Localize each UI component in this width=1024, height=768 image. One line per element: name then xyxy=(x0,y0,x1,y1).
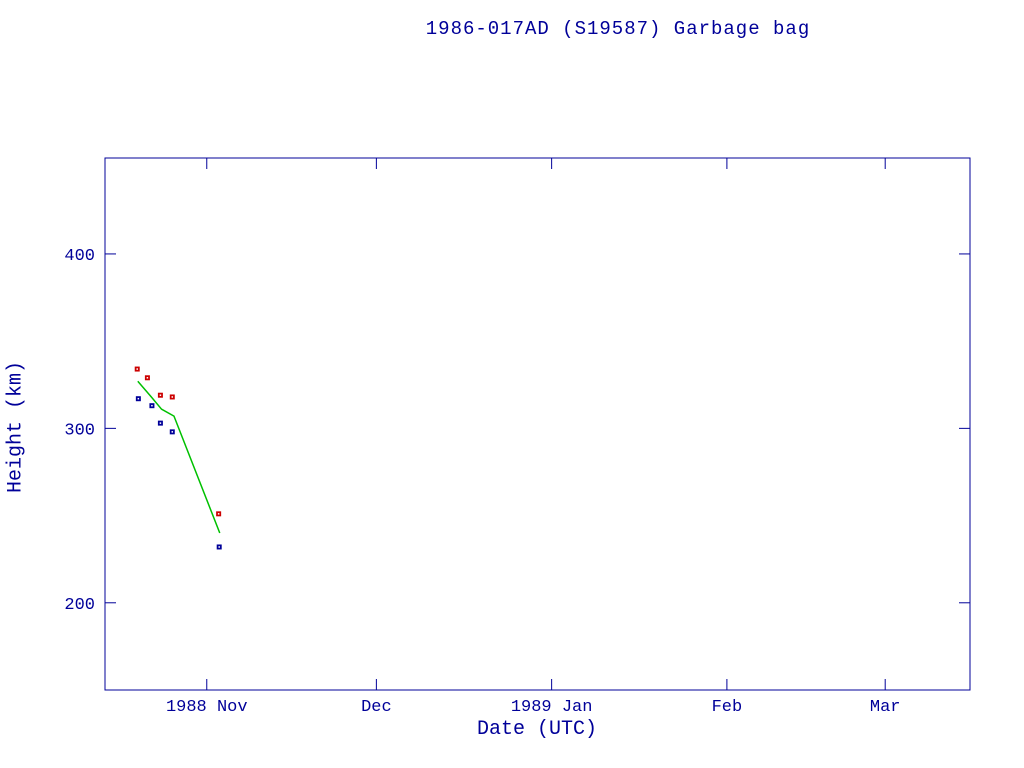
apogee-height-point-center xyxy=(136,368,138,370)
x-tick-label: Mar xyxy=(870,698,901,717)
x-axis-label: Date (UTC) xyxy=(476,718,598,741)
x-tick-label: Feb xyxy=(712,698,743,717)
apogee-height-point-center xyxy=(171,396,174,398)
perigee-height-point-center xyxy=(137,397,140,400)
perigee-height-point-center xyxy=(151,404,153,407)
fit-line-line xyxy=(137,380,221,534)
apogee-height-point-center xyxy=(159,394,162,396)
y-tick-label: 300 xyxy=(64,421,95,440)
x-tick-label: Dec xyxy=(361,698,392,717)
plot-frame xyxy=(104,157,971,691)
perigee-height-point-center xyxy=(159,422,162,424)
apogee-height-point-center xyxy=(146,377,149,379)
chart-title: 1986-017AD (S19587) Garbage bag xyxy=(425,18,811,40)
x-tick-label: 1989 Jan xyxy=(511,698,593,717)
y-tick-label: 200 xyxy=(64,596,95,615)
x-tick-label: 1988 Nov xyxy=(166,698,248,717)
perigee-height-point-center xyxy=(171,431,174,433)
perigee-height-point-center xyxy=(218,546,220,548)
y-tick-label: 400 xyxy=(64,247,95,266)
apogee-height-point-center xyxy=(217,513,220,515)
